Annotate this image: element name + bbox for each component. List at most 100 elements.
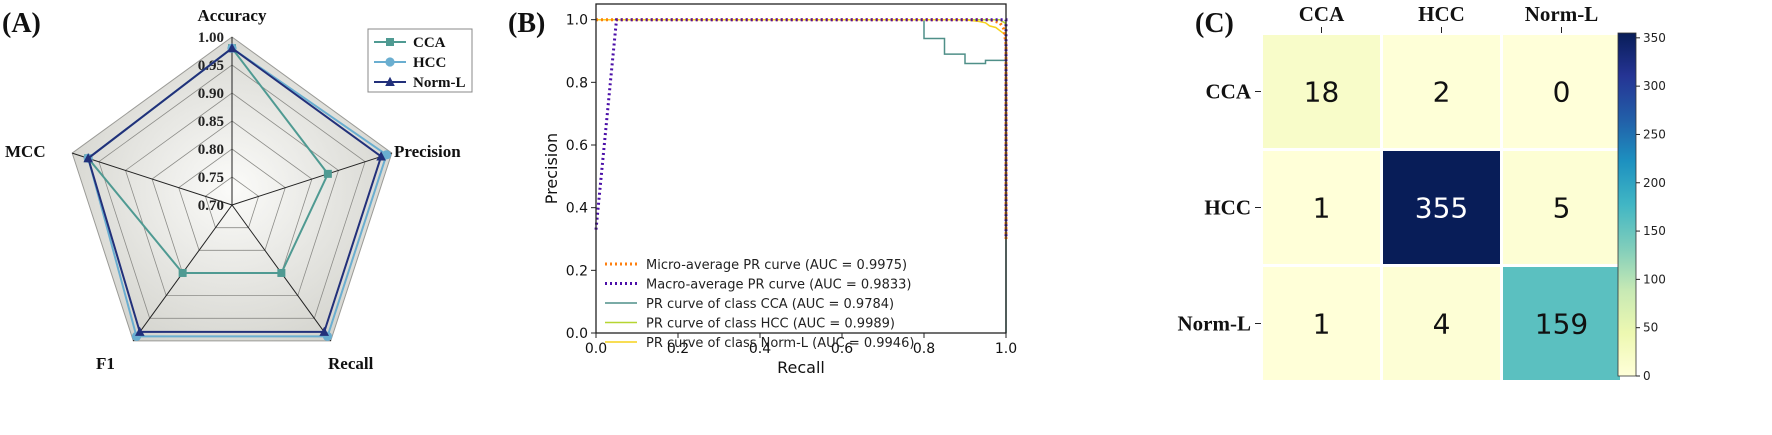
radar-tick-label: 0.90 — [198, 86, 224, 102]
pr-legend-label-pr-curve-of-class-cca-auc-0-9784: PR curve of class CCA (AUC = 0.9784) — [646, 297, 894, 312]
cm-value-norm-l-norm-l: 159 — [1535, 308, 1588, 341]
radar-line-norm-l — [87, 46, 383, 333]
cm-row-label-cca: CCA — [1206, 80, 1252, 104]
radar-series — [83, 43, 392, 341]
cm-cell-cca-cca — [1263, 35, 1380, 148]
colorbar-tick-label: 250 — [1643, 127, 1666, 141]
cm-value-cca-norm-l: 0 — [1553, 76, 1571, 109]
cm-value-hcc-hcc: 355 — [1415, 192, 1468, 225]
cm-value-hcc-norm-l: 5 — [1553, 192, 1571, 225]
panel-label-b: (B) — [508, 8, 545, 39]
pr-x-tick-label: 0.0 — [585, 341, 607, 357]
pr-y-tick-label: 0.6 — [566, 138, 588, 154]
colorbar-gradient — [1617, 32, 1637, 377]
pr-x-axis-label: Recall — [777, 358, 825, 377]
pr-y-tick-label: 0.2 — [566, 263, 588, 279]
pr-line-pr-curve-of-class-norm-l-auc-0-9946 — [596, 18, 1007, 239]
cm-cell-hcc-norm-l — [1503, 151, 1620, 264]
colorbar-tick-label: 300 — [1643, 79, 1666, 93]
radar-axis-labels: Accuracy Precision Recall F1 MCC — [5, 6, 461, 373]
radar-legend-marker-cca — [386, 38, 394, 46]
pr-x-tick-label: 0.2 — [667, 341, 689, 357]
radar-point-norm-l-f1 — [135, 326, 145, 336]
panel-label-c: (C) — [1195, 8, 1234, 39]
pr-y-axis-label: Precision — [542, 133, 561, 204]
radar-ring — [204, 176, 260, 229]
radar-tick-label: 0.70 — [198, 198, 224, 214]
pr-legend-label-pr-curve-of-class-hcc-auc-0-9989: PR curve of class HCC (AUC = 0.9989) — [646, 317, 895, 332]
cm-value-cca-hcc: 2 — [1433, 76, 1451, 109]
radar-ring — [98, 64, 366, 319]
pr-y-tick-label: 0.8 — [566, 75, 588, 91]
cm-cell-hcc-hcc — [1383, 151, 1500, 264]
radar-point-cca-f1 — [178, 268, 187, 277]
cm-cell-cca-hcc — [1383, 35, 1500, 148]
radar-ring — [125, 92, 339, 297]
colorbar-tick-label: 150 — [1643, 224, 1666, 238]
pr-axis-ticks: 0.0 0.2 0.4 0.6 0.8 1.0 0.0 0.2 0.4 0.6 0.8 1.0 — [566, 13, 1017, 357]
panel-label-a: (A) — [2, 8, 41, 39]
pr-y-tick-label: 0.0 — [566, 326, 588, 342]
radar-axis-label-recall: Recall — [328, 354, 374, 373]
radar-series-norm-l — [83, 43, 386, 336]
cm-value-norm-l-cca: 1 — [1313, 308, 1331, 341]
pr-legend-label-micro-average-pr-curve-auc-0-9975: Micro-average PR curve (AUC = 0.9975) — [646, 258, 907, 273]
radar-point-norm-l-precision — [376, 151, 386, 161]
radar-tick-labels: 0.700.750.800.850.900.951.00 — [198, 30, 224, 214]
radar-axis-label-accuracy: Accuracy — [198, 6, 267, 25]
cm-value-norm-l-hcc: 4 — [1433, 308, 1451, 341]
radar-legend: CCA HCC Norm-L — [367, 28, 473, 93]
pr-plot-frame — [595, 3, 1007, 334]
cm-column-label-cca: CCA — [1299, 2, 1345, 26]
confusion-matrix-cells: 18 2 0 1 355 5 1 4 159 — [1263, 35, 1620, 380]
radar-spoke-mcc — [72, 152, 233, 206]
cm-cell-norm-l-norm-l — [1503, 267, 1620, 380]
pr-y-tick-label: 1.0 — [566, 13, 588, 29]
pr-x-tick-label: 0.8 — [913, 341, 935, 357]
pr-y-tick-label: 0.4 — [566, 201, 588, 217]
colorbar-tick-label: 200 — [1643, 176, 1666, 190]
radar-legend-label-cca: CCA — [413, 35, 446, 51]
cm-row-label-hcc: HCC — [1204, 196, 1251, 220]
radar-axis-label-mcc: MCC — [5, 142, 46, 161]
pr-x-tick-label: 1.0 — [995, 341, 1017, 357]
confusion-matrix: 18 2 01 355 51 4 159 CCA HCC Norm-LCCAHCCNorm-L … — [1178, 2, 1666, 383]
pr-legend-label-pr-curve-of-class-norm-l-auc-0-9946: PR curve of class Norm-L (AUC = 0.9946) — [646, 336, 914, 351]
cm-column-label-hcc: HCC — [1418, 2, 1465, 26]
colorbar-tick-label: 100 — [1643, 272, 1666, 286]
radar-tick-label: 1.00 — [198, 30, 224, 46]
radar-point-cca-recall — [277, 268, 286, 277]
radar-legend-label-hcc: HCC — [413, 55, 446, 71]
radar-spoke-precision — [231, 152, 392, 206]
pr-x-tick-label: 0.4 — [749, 341, 771, 357]
radar-point-norm-l-mcc — [83, 153, 93, 163]
pr-curve-chart: 0.0 0.2 0.4 0.6 0.8 1.0 0.0 0.2 0.4 0.6 0.8 1.0 Rec… — [542, 3, 1017, 377]
radar-tick-label: 0.80 — [198, 142, 224, 158]
pr-line-pr-curve-of-class-cca-auc-0-9784 — [596, 18, 1007, 333]
cm-row-label-norm-l: Norm-L — [1178, 312, 1251, 336]
radar-legend-marker-norm-l — [385, 76, 395, 86]
pr-legend: Micro-average PR curve (AUC = 0.9975) Mac… — [605, 258, 914, 351]
radar-legend-marker-hcc — [385, 57, 395, 67]
radar-point-cca-precision — [323, 169, 332, 178]
pr-legend-label-macro-average-pr-curve-auc-0-9833: Macro-average PR curve (AUC = 0.9833) — [646, 278, 911, 293]
pr-x-tick-label: 0.6 — [831, 341, 853, 357]
colorbar-tick-label: 50 — [1643, 321, 1658, 335]
colorbar-tick-label: 0 — [1643, 369, 1651, 383]
radar-axis-label-f1: F1 — [96, 354, 115, 373]
radar-tick-label: 0.85 — [198, 114, 224, 130]
radar-point-hcc-precision — [381, 150, 392, 160]
colorbar-tick-label: 350 — [1643, 31, 1666, 45]
cm-cell-norm-l-hcc — [1383, 267, 1500, 380]
radar-ring — [178, 148, 286, 251]
colorbar: 0 50 100 150 200 250 300 350 — [1617, 31, 1666, 383]
cm-cell-norm-l-cca — [1263, 267, 1380, 380]
radar-point-norm-l-accuracy — [227, 43, 237, 53]
cm-value-hcc-cca: 1 — [1313, 192, 1331, 225]
confusion-matrix-labels: CCA HCC Norm-L CCA HCC Norm-L — [1178, 2, 1599, 336]
cm-column-label-norm-l: Norm-L — [1525, 2, 1598, 26]
radar-legend-label-norm-l: Norm-L — [413, 75, 466, 91]
cm-value-cca-cca: 18 — [1304, 76, 1340, 109]
radar-chart: 0.700.750.800.850.900.951.00 AccuracyPre… — [5, 6, 473, 373]
